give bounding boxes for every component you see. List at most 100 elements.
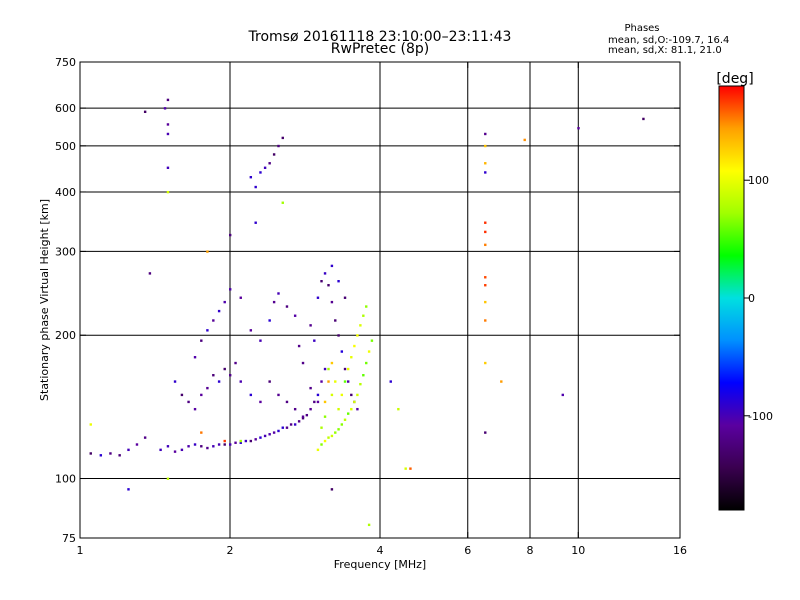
grid-layer (80, 62, 680, 538)
data-point (320, 280, 323, 283)
data-point (323, 400, 327, 404)
data-point (370, 339, 374, 342)
data-point (313, 400, 316, 404)
data-point (166, 445, 170, 448)
data-point (285, 305, 289, 308)
data-point (277, 292, 280, 295)
data-point (642, 117, 645, 121)
data-point (234, 361, 237, 365)
data-point (89, 423, 92, 426)
data-point (484, 221, 487, 224)
data-point (561, 393, 564, 397)
data-point (340, 393, 344, 397)
data-point (229, 233, 232, 237)
data-point (277, 429, 280, 433)
data-point (356, 407, 359, 411)
data-point (277, 393, 280, 397)
data-point (330, 434, 334, 438)
data-point (330, 300, 334, 304)
data-point (180, 393, 184, 397)
data-point (223, 439, 226, 443)
data-point (259, 339, 262, 342)
data-point (353, 400, 356, 404)
data-point (281, 136, 284, 140)
data-point (330, 488, 334, 491)
data-point (346, 367, 350, 371)
data-point (365, 305, 368, 308)
data-point (404, 467, 407, 470)
data-point (244, 439, 248, 443)
data-point (313, 339, 316, 342)
data-point (268, 380, 271, 383)
x-tick-label: 16 (673, 544, 687, 557)
x-axis-label: Frequency [MHz] (334, 558, 426, 571)
data-point (234, 441, 237, 444)
data-point (249, 329, 253, 332)
data-point (217, 309, 221, 313)
data-point (362, 314, 365, 317)
data-point (166, 477, 170, 480)
data-point (323, 439, 327, 443)
data-point (334, 431, 337, 434)
data-point (272, 300, 276, 304)
stats-line-x: mean, sd,X: 81.1, 21.0 (608, 45, 722, 56)
data-point (109, 452, 112, 455)
data-point (484, 171, 487, 174)
colorbar-tick-label: 0 (748, 292, 755, 305)
data-point (239, 380, 242, 383)
data-point (200, 445, 203, 448)
data-point (187, 445, 190, 448)
data-point (297, 420, 301, 423)
data-point (365, 361, 368, 365)
data-point (259, 436, 262, 439)
data-point (268, 162, 271, 165)
data-point (249, 439, 253, 443)
data-point (193, 407, 197, 411)
data-point (316, 400, 320, 404)
data-point (577, 127, 580, 130)
y-tick-label: 750 (55, 56, 76, 69)
data-point (212, 374, 215, 377)
data-point (323, 415, 327, 418)
colorbar-ticks: 100 0 -100 (744, 174, 773, 423)
data-point (239, 296, 242, 299)
data-point (254, 438, 257, 441)
data-point (163, 107, 167, 110)
data-point (350, 356, 353, 359)
data-point (523, 138, 526, 142)
data-point (484, 132, 487, 136)
data-point (206, 386, 209, 390)
data-point (223, 443, 226, 446)
data-point (301, 417, 305, 420)
data-point (143, 110, 147, 114)
data-point (343, 367, 347, 371)
y-tick-label: 200 (55, 329, 76, 342)
data-point (409, 467, 412, 470)
data-point (327, 436, 330, 439)
data-point (353, 344, 356, 348)
data-point (249, 175, 253, 179)
data-point (337, 280, 340, 283)
data-point (334, 380, 337, 383)
data-point (340, 423, 344, 426)
data-point (223, 300, 226, 304)
data-point (166, 190, 170, 194)
data-point (484, 144, 487, 148)
y-tick-label: 100 (55, 473, 76, 486)
data-point (484, 300, 487, 304)
data-point (297, 344, 301, 348)
x-tick-label: 4 (377, 544, 384, 557)
y-tick-label: 400 (55, 186, 76, 199)
data-point (180, 448, 184, 452)
data-point (206, 446, 209, 450)
data-point (217, 380, 221, 383)
data-point (127, 448, 130, 452)
data-point (327, 284, 330, 287)
data-point (484, 431, 487, 434)
data-point (206, 329, 209, 332)
data-point (212, 445, 215, 448)
data-point (289, 423, 293, 426)
colorbar-tick-label: 100 (748, 174, 769, 187)
data-point (484, 361, 487, 365)
data-point (484, 284, 487, 287)
